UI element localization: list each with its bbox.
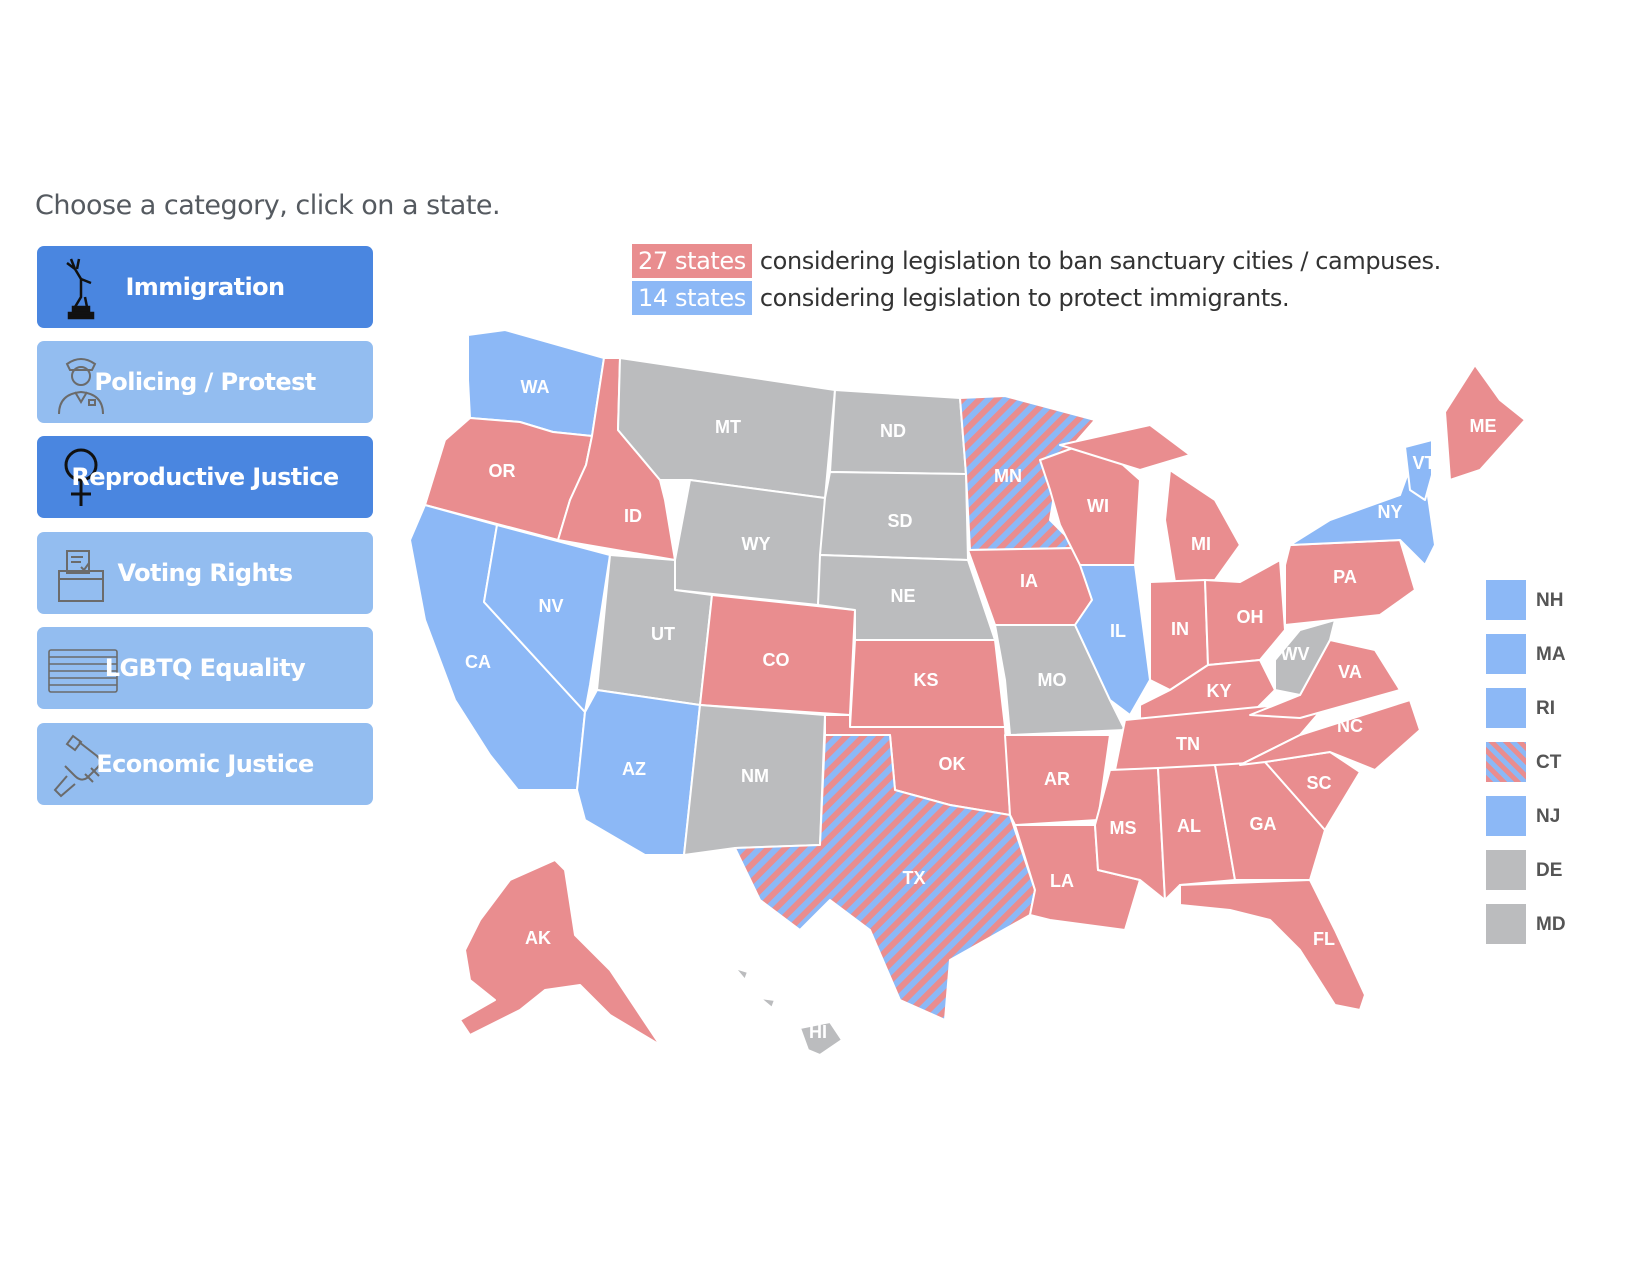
- state-me[interactable]: [1444, 364, 1526, 481]
- category-economic-justice-button[interactable]: Economic Justice: [37, 723, 373, 805]
- state-ar[interactable]: [1004, 734, 1111, 826]
- raised-fist-icon: [53, 734, 101, 798]
- state-label-me: ME: [1470, 416, 1497, 436]
- state-il[interactable]: [1074, 564, 1151, 716]
- category-label: Voting Rights: [117, 559, 293, 587]
- state-label-or: OR: [489, 461, 516, 481]
- state-label-ca: CA: [465, 652, 491, 672]
- category-label: Immigration: [125, 273, 285, 301]
- legend-ban: 27 states considering legislation to ban…: [632, 244, 1441, 278]
- ne-label-ct: CT: [1536, 752, 1562, 773]
- category-voting-rights-button[interactable]: Voting Rights: [37, 532, 373, 614]
- state-label-ia: IA: [1020, 571, 1038, 591]
- state-label-ms: MS: [1110, 818, 1137, 838]
- ne-box-ct[interactable]: [1486, 742, 1526, 782]
- state-label-wi: WI: [1087, 496, 1109, 516]
- state-nc[interactable]: [1239, 699, 1421, 771]
- state-label-mn: MN: [994, 466, 1022, 486]
- ne-box-nh[interactable]: [1486, 580, 1526, 620]
- state-label-ky: KY: [1206, 681, 1231, 701]
- legend-ban-text: considering legislation to ban sanctuary…: [759, 247, 1441, 275]
- state-labels: WA OR CA NV ID MT WY UT AZ CO NM ND SD N…: [465, 377, 1497, 1042]
- state-label-wv: WV: [1281, 644, 1310, 664]
- category-immigration-button[interactable]: Immigration: [37, 246, 373, 328]
- ne-label-nh: NH: [1536, 590, 1564, 611]
- state-label-oh: OH: [1237, 607, 1264, 627]
- state-wv[interactable]: [1274, 619, 1336, 696]
- state-fl[interactable]: [1179, 879, 1366, 1011]
- state-mn[interactable]: [959, 395, 1096, 551]
- state-label-mo: MO: [1038, 670, 1067, 690]
- legend-protect-text: considering legislation to protect immig…: [759, 284, 1290, 312]
- ne-label-md: MD: [1536, 914, 1566, 935]
- state-label-il: IL: [1110, 621, 1126, 641]
- state-wy[interactable]: [674, 479, 826, 606]
- state-label-nm: NM: [741, 766, 769, 786]
- ne-label-de: DE: [1536, 860, 1563, 881]
- ballot-box-icon: [58, 550, 104, 602]
- category-label: Policing / Protest: [94, 368, 316, 396]
- state-label-mi: MI: [1191, 534, 1211, 554]
- state-nv[interactable]: [483, 524, 611, 713]
- state-label-ok: OK: [939, 754, 966, 774]
- state-tx[interactable]: [734, 734, 1036, 1021]
- state-label-va: VA: [1338, 662, 1362, 682]
- state-label-pa: PA: [1333, 567, 1357, 587]
- category-label: Reproductive Justice: [71, 463, 339, 491]
- category-policing-button[interactable]: Policing / Protest: [37, 341, 373, 423]
- category-label: LGBTQ Equality: [104, 654, 306, 682]
- state-label-ny: NY: [1377, 502, 1402, 522]
- state-label-tx: TX: [902, 868, 925, 888]
- ne-label-ri: RI: [1536, 698, 1555, 719]
- state-label-hi: HI: [809, 1022, 827, 1042]
- state-label-co: CO: [763, 650, 790, 670]
- state-label-wy: WY: [742, 534, 771, 554]
- category-lgbtq-equality-button[interactable]: LGBTQ Equality: [37, 627, 373, 709]
- state-label-nc: NC: [1337, 716, 1363, 736]
- state-ak[interactable]: [459, 859, 661, 1046]
- state-label-ut: UT: [651, 624, 675, 644]
- category-label: Economic Justice: [96, 750, 314, 778]
- state-hi[interactable]: [734, 967, 843, 1056]
- state-label-fl: FL: [1313, 929, 1335, 949]
- legend-ban-count: 27 states: [632, 244, 752, 278]
- state-label-tn: TN: [1176, 734, 1200, 754]
- legend-protect: 14 states considering legislation to pro…: [632, 281, 1290, 315]
- category-reproductive-justice-button[interactable]: Reproductive Justice: [37, 436, 373, 518]
- state-label-ak: AK: [525, 928, 551, 948]
- state-label-ne: NE: [890, 586, 915, 606]
- state-label-sd: SD: [887, 511, 912, 531]
- ne-label-nj: NJ: [1536, 806, 1561, 827]
- state-label-sc: SC: [1306, 773, 1331, 793]
- statue-of-liberty-icon: [66, 258, 95, 320]
- state-label-in: IN: [1171, 619, 1189, 639]
- ne-box-ma[interactable]: [1486, 634, 1526, 674]
- state-label-al: AL: [1177, 816, 1201, 836]
- state-label-az: AZ: [622, 759, 646, 779]
- state-label-vt: VT: [1412, 453, 1435, 473]
- state-label-la: LA: [1050, 871, 1074, 891]
- state-label-ar: AR: [1044, 769, 1070, 789]
- state-label-wa: WA: [521, 377, 550, 397]
- instruction-text: Choose a category, click on a state.: [35, 190, 501, 221]
- state-al[interactable]: [1157, 764, 1236, 901]
- state-label-mt: MT: [715, 417, 741, 437]
- police-officer-icon: [58, 358, 104, 415]
- state-label-ga: GA: [1250, 814, 1277, 834]
- state-label-ks: KS: [913, 670, 938, 690]
- ne-box-ri[interactable]: [1486, 688, 1526, 728]
- state-va[interactable]: [1249, 639, 1401, 719]
- state-label-nd: ND: [880, 421, 906, 441]
- ne-box-de[interactable]: [1486, 850, 1526, 890]
- ne-label-ma: MA: [1536, 644, 1566, 665]
- ne-box-md[interactable]: [1486, 904, 1526, 944]
- flag-icon: [48, 649, 118, 693]
- female-symbol-icon: [64, 448, 98, 506]
- state-vt[interactable]: [1404, 439, 1433, 501]
- state-label-nv: NV: [538, 596, 563, 616]
- legend-protect-count: 14 states: [632, 281, 752, 315]
- state-label-id: ID: [624, 506, 642, 526]
- ne-box-nj[interactable]: [1486, 796, 1526, 836]
